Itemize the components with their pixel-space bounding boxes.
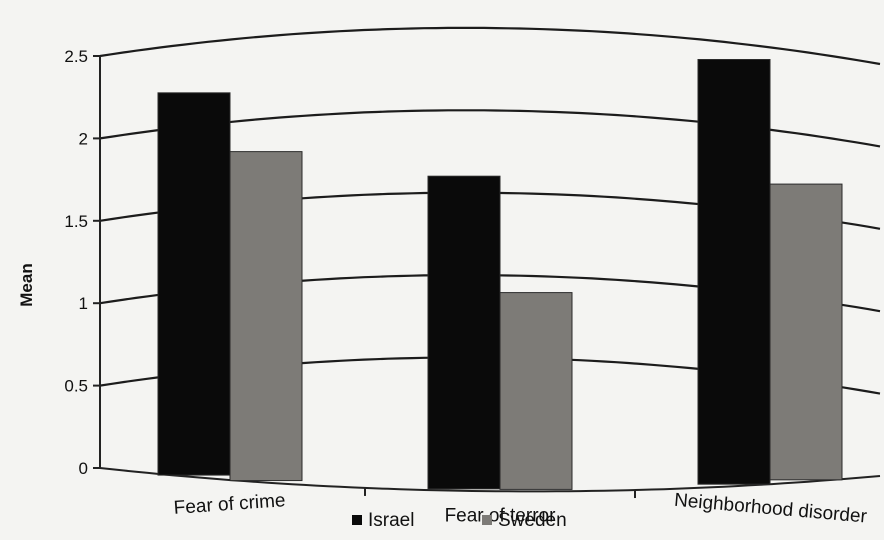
x-tick-label: Neighborhood disorder [673, 490, 868, 528]
bar-sweden-1 [499, 292, 573, 490]
gridline [99, 26, 881, 66]
y-axis-title: Mean [17, 263, 36, 306]
y-tick-label: 1.5 [64, 212, 88, 231]
bar-sweden-0 [229, 151, 303, 482]
y-tick-label: 1 [79, 294, 88, 313]
bar-israel-2 [697, 59, 771, 485]
x-tick-label: Fear of crime [173, 490, 286, 519]
bar-sweden-2 [769, 183, 843, 481]
bar-israel-0 [157, 92, 231, 476]
y-tick-label: 0.5 [64, 377, 88, 396]
legend: Israel Sweden [352, 510, 567, 531]
y-tick-label: 2.5 [64, 47, 88, 66]
y-tick-label: 2 [79, 129, 88, 148]
y-tick-label: 0 [79, 459, 88, 478]
x-tick-label: Fear of terror [445, 505, 557, 526]
bars [157, 59, 843, 490]
legend-label-israel: Israel [368, 510, 414, 531]
legend-swatch-sweden [482, 515, 492, 525]
legend-label-sweden: Sweden [498, 510, 567, 531]
bar-israel-1 [427, 175, 501, 490]
legend-swatch-israel [352, 515, 362, 525]
